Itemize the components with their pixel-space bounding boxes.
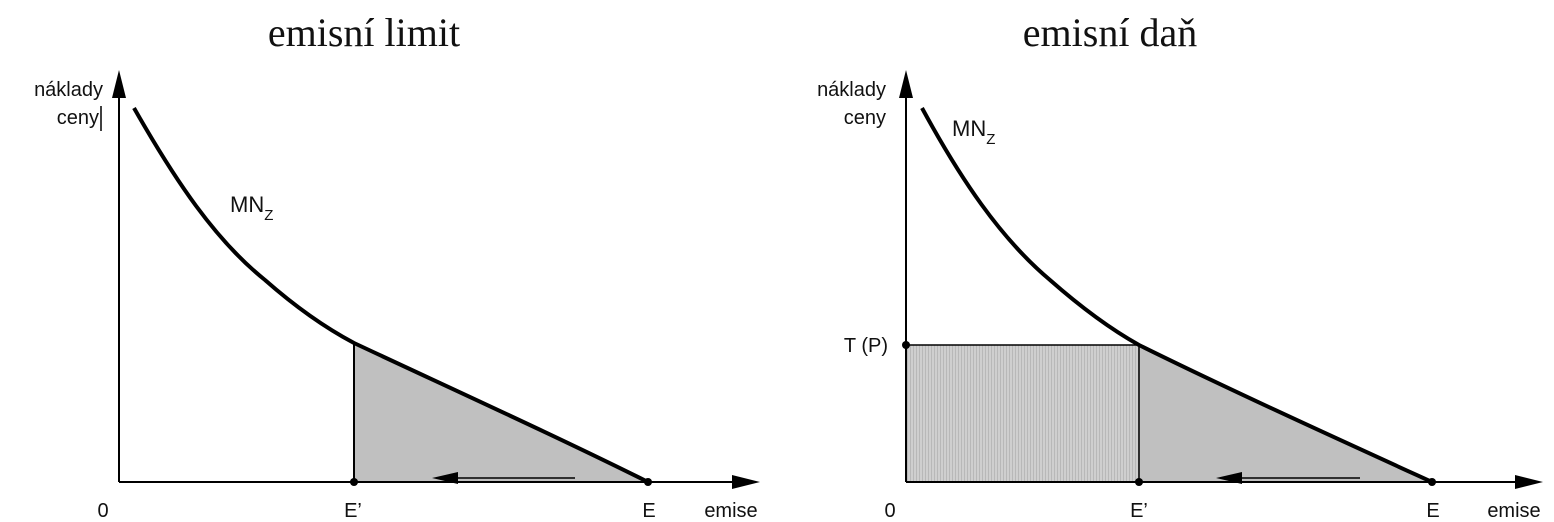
mnz-curve bbox=[132, 107, 649, 484]
mnz-main: MN bbox=[230, 192, 264, 217]
panel-title: emisní limit bbox=[268, 10, 460, 55]
mnz-curve-label: MNZ bbox=[230, 192, 273, 224]
mnz-subscript: Z bbox=[264, 207, 273, 224]
e-label: E bbox=[1426, 500, 1439, 522]
mnz-curve bbox=[920, 107, 1433, 484]
mnz-main: MN bbox=[952, 116, 986, 141]
y-axis-arrowhead bbox=[112, 70, 126, 98]
y-axis-label-line1: náklady bbox=[817, 79, 886, 101]
e-prime-label: E’ bbox=[344, 500, 362, 522]
tax-level-point bbox=[902, 341, 910, 349]
y-axis-arrowhead bbox=[899, 70, 913, 98]
e-point bbox=[1428, 478, 1436, 486]
origin-label: 0 bbox=[97, 500, 108, 522]
mnz-curve-label: MNZ bbox=[952, 116, 995, 148]
y-axis-label-line2: ceny bbox=[844, 107, 886, 129]
panel-emission-tax: emisní daň náklady ceny MNZ T (P) 0 E’ E… bbox=[817, 10, 1543, 522]
tax-payment-area bbox=[906, 345, 1139, 482]
e-label: E bbox=[642, 500, 655, 522]
x-axis-label: emise bbox=[704, 500, 757, 522]
e-prime-point bbox=[1135, 478, 1143, 486]
e-point bbox=[644, 478, 652, 486]
direction-arrow-head bbox=[1216, 472, 1242, 484]
origin-label: 0 bbox=[884, 500, 895, 522]
abatement-cost-area bbox=[1139, 345, 1432, 482]
tax-level-label: T (P) bbox=[844, 335, 888, 357]
x-axis-arrowhead bbox=[732, 475, 760, 489]
y-axis-label-line2: ceny bbox=[57, 107, 99, 129]
x-axis-label: emise bbox=[1487, 500, 1540, 522]
e-prime-point bbox=[350, 478, 358, 486]
mnz-subscript: Z bbox=[986, 131, 995, 148]
y-axis-label-line1: náklady bbox=[34, 79, 103, 101]
panel-emission-limit: emisní limit náklady ceny MNZ 0 E’ E emi… bbox=[34, 10, 760, 522]
e-prime-label: E’ bbox=[1130, 500, 1148, 522]
x-axis-arrowhead bbox=[1515, 475, 1543, 489]
direction-arrow-head bbox=[432, 472, 458, 484]
panel-title: emisní daň bbox=[1023, 10, 1197, 55]
